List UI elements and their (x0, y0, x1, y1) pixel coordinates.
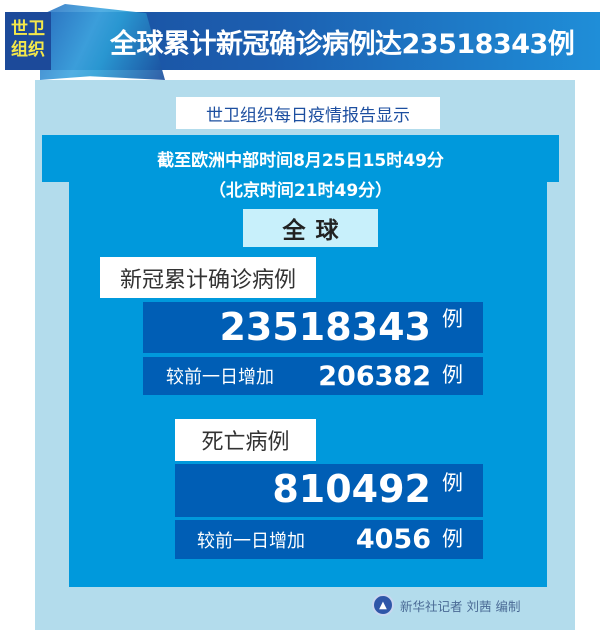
page-title: 全球累计新冠确诊病例达23518343例 (110, 29, 575, 60)
footer-credit: ▲ 新华社记者 刘茜 编制 (372, 594, 520, 616)
who-tag: 世卫 组织 (5, 12, 51, 70)
deaths-label: 死亡病例 (175, 419, 316, 461)
tag-line-1: 世卫 (11, 19, 45, 39)
deaths-delta-label: 较前一日增加 (197, 530, 305, 552)
tag-line-2: 组织 (11, 40, 45, 60)
subtitle: 世卫组织每日疫情报告显示 (176, 97, 440, 129)
deaths-unit: 例 (442, 471, 463, 495)
deaths-delta: 4056 (355, 524, 431, 555)
time-line-1: 截至欧洲中部时间8月25日15时49分 (157, 151, 444, 171)
deaths-total: 810492 (272, 467, 431, 511)
deaths-delta-box: 较前一日增加 4056 例 (175, 520, 483, 559)
cases-unit: 例 (442, 307, 463, 331)
cases-label: 新冠累计确诊病例 (100, 257, 316, 298)
deaths-delta-unit: 例 (442, 527, 463, 551)
cases-delta-box: 较前一日增加 206382 例 (143, 357, 483, 395)
time-band (42, 135, 559, 182)
ribbon-decoration (40, 4, 165, 80)
xinhua-logo-icon: ▲ (372, 594, 394, 616)
scope-label: 全球 (243, 209, 378, 247)
cases-delta-label: 较前一日增加 (166, 367, 274, 388)
cases-total-box: 23518343 例 (143, 302, 483, 353)
cases-total: 23518343 (219, 305, 431, 349)
time-line-2: （北京时间21时49分） (208, 181, 393, 201)
deaths-total-box: 810492 例 (175, 464, 483, 517)
cases-delta-unit: 例 (442, 363, 463, 387)
cases-delta: 206382 (318, 360, 431, 392)
credit-text: 新华社记者 刘茜 编制 (400, 598, 521, 614)
